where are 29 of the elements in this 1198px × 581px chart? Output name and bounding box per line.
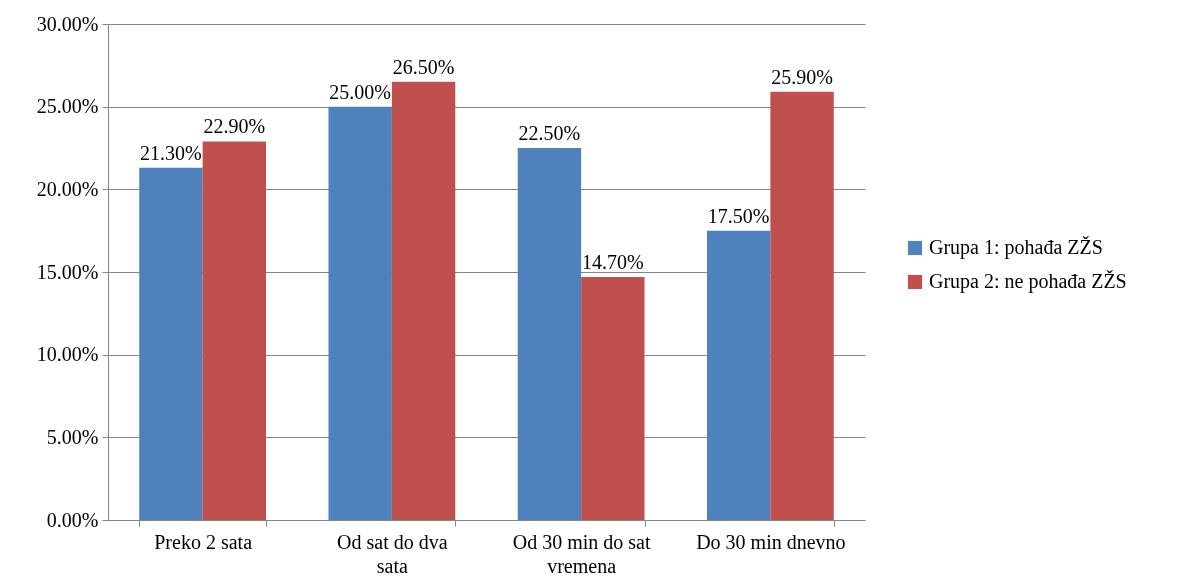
bar: [770, 91, 834, 520]
data-label: 17.50%: [707, 204, 770, 227]
data-label: 26.50%: [392, 55, 455, 78]
y-tick-label: 10.00%: [36, 343, 99, 366]
bar: [517, 148, 582, 520]
bar: [391, 81, 456, 520]
y-tick-label: 0.00%: [46, 508, 99, 531]
data-label: 25.90%: [771, 65, 833, 88]
data-label: 25.00%: [329, 80, 392, 103]
data-label: 22.90%: [203, 115, 266, 138]
data-label: 22.50%: [518, 122, 581, 144]
y-tick-label: 20.00%: [36, 177, 99, 200]
data-label: 14.70%: [581, 250, 644, 273]
bar: [706, 230, 771, 520]
x-tick-label: Do 30 min dnevno: [696, 530, 846, 553]
legend-label: Grupa 1: pohađa ZŽS: [929, 236, 1103, 259]
y-tick-label: 30.00%: [36, 12, 99, 35]
legend-label: Grupa 2: ne pohađa ZŽS: [929, 270, 1127, 293]
bar: [581, 276, 645, 520]
y-tick-label: 25.00%: [36, 95, 99, 118]
x-tick-label: Preko 2 sata: [154, 530, 253, 553]
x-tick-label: Od 30 min do sat vremena: [512, 530, 651, 577]
x-tick-label: Od sat do dva sata: [337, 530, 448, 577]
data-label: 21.30%: [140, 141, 202, 164]
y-tick-label: 15.00%: [36, 260, 99, 283]
bar: [202, 141, 267, 520]
y-tick-label: 5.00%: [46, 425, 99, 448]
bar: [139, 167, 203, 520]
bar: [328, 106, 392, 520]
